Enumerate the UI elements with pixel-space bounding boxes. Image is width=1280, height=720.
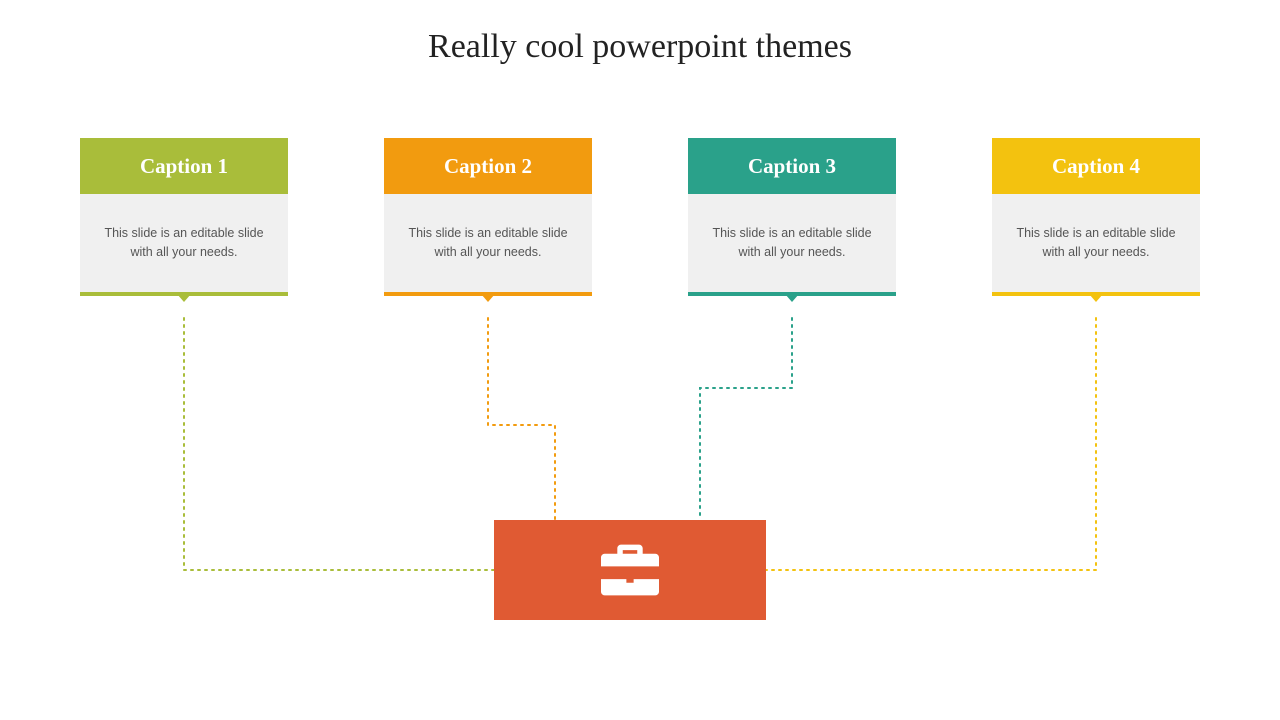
card-3: Caption 3 This slide is an editable slid… (688, 138, 896, 296)
center-box (494, 520, 766, 620)
card-1: Caption 1 This slide is an editable slid… (80, 138, 288, 296)
card-2-header: Caption 2 (384, 138, 592, 194)
cards-row: Caption 1 This slide is an editable slid… (80, 138, 1200, 296)
card-3-header: Caption 3 (688, 138, 896, 194)
page-title: Really cool powerpoint themes (0, 28, 1280, 66)
briefcase-icon (601, 544, 659, 596)
card-1-text: This slide is an editable slide with all… (104, 226, 263, 259)
card-1-body: This slide is an editable slide with all… (80, 194, 288, 296)
card-2-text: This slide is an editable slide with all… (408, 226, 567, 259)
card-3-body: This slide is an editable slide with all… (688, 194, 896, 296)
card-4-pointer (1089, 294, 1103, 302)
card-2: Caption 2 This slide is an editable slid… (384, 138, 592, 296)
card-1-header: Caption 1 (80, 138, 288, 194)
card-2-pointer (481, 294, 495, 302)
card-3-pointer (785, 294, 799, 302)
card-2-body: This slide is an editable slide with all… (384, 194, 592, 296)
card-4: Caption 4 This slide is an editable slid… (992, 138, 1200, 296)
card-4-body: This slide is an editable slide with all… (992, 194, 1200, 296)
card-1-pointer (177, 294, 191, 302)
card-3-text: This slide is an editable slide with all… (712, 226, 871, 259)
card-4-header: Caption 4 (992, 138, 1200, 194)
card-4-text: This slide is an editable slide with all… (1016, 226, 1175, 259)
